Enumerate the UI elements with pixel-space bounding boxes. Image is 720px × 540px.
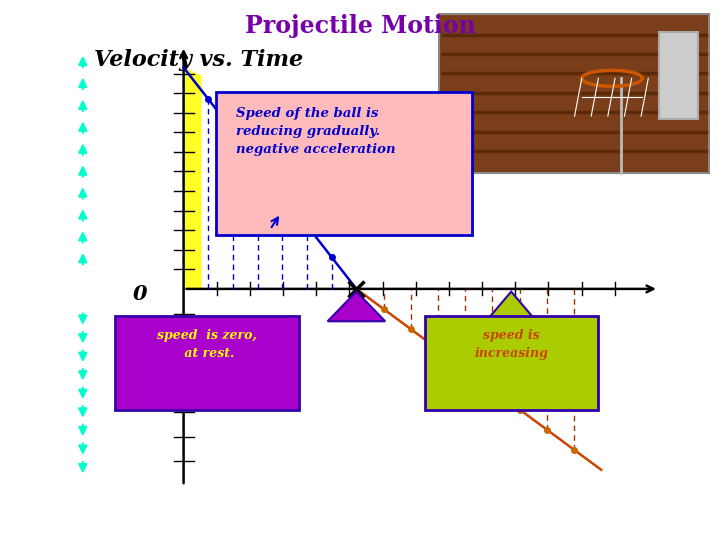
FancyBboxPatch shape xyxy=(115,316,299,410)
FancyBboxPatch shape xyxy=(216,92,472,235)
Text: speed  is zero,
 at rest.: speed is zero, at rest. xyxy=(157,329,257,360)
Text: 0: 0 xyxy=(133,284,148,305)
Polygon shape xyxy=(184,68,202,289)
FancyBboxPatch shape xyxy=(659,32,698,119)
FancyBboxPatch shape xyxy=(425,316,598,410)
Polygon shape xyxy=(328,292,385,321)
Text: Projectile Motion: Projectile Motion xyxy=(245,14,475,37)
Polygon shape xyxy=(486,292,536,321)
Text: Velocity vs. Time: Velocity vs. Time xyxy=(94,49,302,71)
Text: speed is
increasing: speed is increasing xyxy=(474,329,548,360)
Text: Speed of the ball is
reducing gradually.
negative acceleration: Speed of the ball is reducing gradually.… xyxy=(236,107,396,156)
FancyBboxPatch shape xyxy=(439,14,709,173)
